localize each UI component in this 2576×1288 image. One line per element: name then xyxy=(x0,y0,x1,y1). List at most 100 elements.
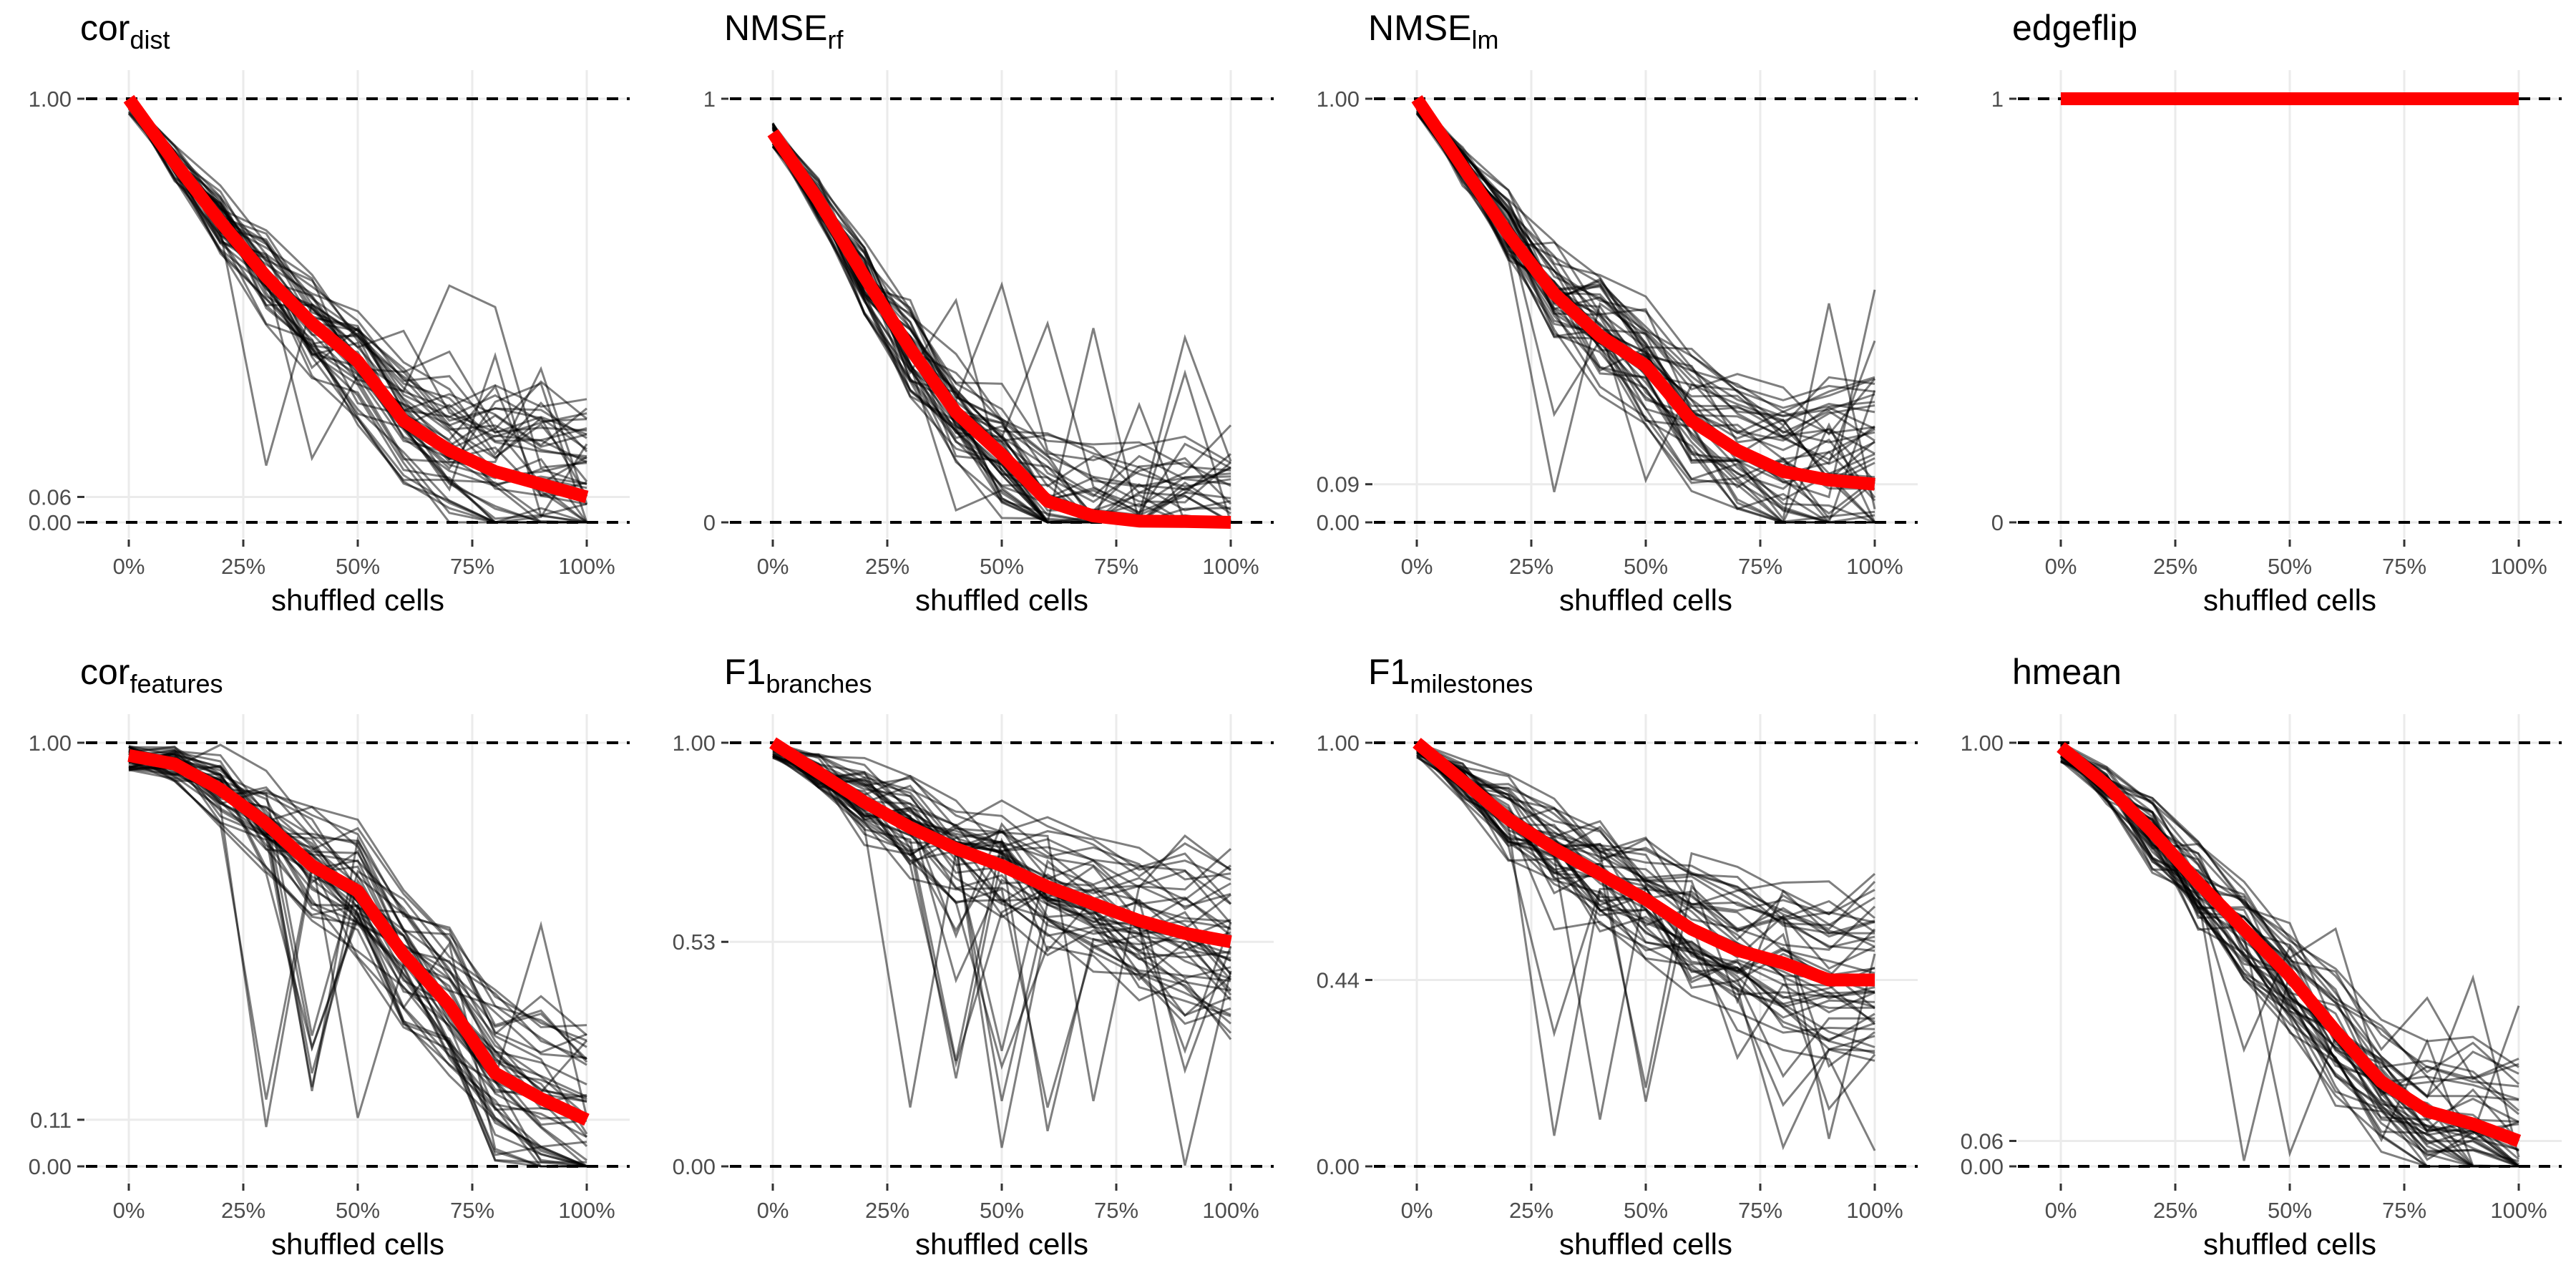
x-tick-label: 25% xyxy=(865,1198,909,1223)
individual-trace xyxy=(1416,746,1875,1102)
x-tick-label: 0% xyxy=(757,1198,789,1223)
individual-trace xyxy=(771,134,1231,524)
individual-trace xyxy=(771,745,1231,1108)
individual-trace xyxy=(2060,761,2520,1158)
panel-title: hmean xyxy=(2012,652,2122,692)
individual-trace xyxy=(771,138,1231,508)
x-axis-title: shuffled cells xyxy=(1559,583,1732,617)
x-tick-label: 0% xyxy=(113,1198,145,1223)
individual-trace xyxy=(1415,747,1875,1151)
x-tick-label: 50% xyxy=(980,1198,1024,1223)
individual-trace xyxy=(127,98,587,524)
x-tick-label: 75% xyxy=(2382,1198,2426,1223)
x-tick-label: 75% xyxy=(1738,554,1782,579)
individual-trace xyxy=(2059,744,2519,1168)
individual-trace xyxy=(1416,756,1875,919)
x-axis-title: shuffled cells xyxy=(2203,583,2376,617)
panel-4: 0.00 0.11 1.00 0% 25% 50% 75% 100% shuffled cell… xyxy=(29,652,630,1261)
x-axis-title: shuffled cells xyxy=(2203,1227,2376,1261)
y-tick-label: 1.00 xyxy=(29,731,72,756)
panel-7: 0.000.06 1.00 0% 25% 50% 75% 100% shuffled cell… xyxy=(1961,652,2562,1261)
x-axis-title: shuffled cells xyxy=(1559,1227,1732,1261)
panel-title: edgeflip xyxy=(2012,8,2137,48)
panel-title: cordist xyxy=(80,8,170,54)
x-tick-label: 25% xyxy=(865,554,909,579)
individual-trace xyxy=(128,759,587,1066)
x-tick-label: 100% xyxy=(1202,554,1259,579)
individual-trace xyxy=(1416,753,1875,1008)
y-tick-label: 1.00 xyxy=(1317,87,1360,112)
y-tick-label: 1 xyxy=(1991,87,2004,112)
x-tick-label: 0% xyxy=(2045,554,2077,579)
x-tick-label: 25% xyxy=(221,554,265,579)
panel-title: NMSElm xyxy=(1368,8,1498,54)
individual-trace xyxy=(2060,743,2519,1168)
mean-line xyxy=(767,129,1231,529)
individual-trace xyxy=(1415,98,1876,482)
x-tick-label: 100% xyxy=(1846,1198,1903,1223)
y-tick-label: 1.00 xyxy=(1961,731,2004,756)
x-tick-label: 75% xyxy=(450,554,494,579)
x-tick-label: 25% xyxy=(221,1198,265,1223)
panel-title: corfeatures xyxy=(80,652,223,698)
y-tick-label: 0.06 xyxy=(1961,1128,2004,1153)
y-tick-label: 0.00 xyxy=(29,1154,72,1179)
panel-3: 0 1 0% 25% 50% 75% 100% shuffled cells edgeflip xyxy=(1991,8,2562,617)
individual-trace xyxy=(771,137,1231,524)
x-tick-label: 0% xyxy=(2045,1198,2077,1223)
individual-trace xyxy=(2060,741,2519,1112)
x-tick-label: 100% xyxy=(1846,554,1903,579)
individual-trace xyxy=(1416,741,1876,931)
individual-trace xyxy=(1415,98,1875,444)
mean-line xyxy=(769,737,1232,949)
panel-title: F1branches xyxy=(724,652,872,698)
y-tick-label: 0.53 xyxy=(673,930,716,955)
x-axis-title: shuffled cells xyxy=(915,1227,1088,1261)
individual-trace xyxy=(1415,98,1876,499)
individual-trace xyxy=(1415,754,1875,1078)
y-tick-label: 0.00 xyxy=(29,510,72,535)
x-tick-label: 0% xyxy=(113,554,145,579)
individual-trace xyxy=(128,769,587,1168)
individual-trace xyxy=(771,128,1231,512)
y-tick-label: 0.09 xyxy=(1317,472,1360,497)
y-tick-label: 0.06 xyxy=(29,484,72,509)
x-tick-label: 100% xyxy=(558,554,615,579)
y-tick-label: 0.00 xyxy=(673,1154,716,1179)
x-tick-label: 50% xyxy=(980,554,1024,579)
x-tick-label: 0% xyxy=(757,554,789,579)
x-axis-title: shuffled cells xyxy=(271,583,444,617)
panel-title: NMSErf xyxy=(724,8,844,54)
x-tick-label: 25% xyxy=(2153,554,2197,579)
x-tick-label: 100% xyxy=(558,1198,615,1223)
x-tick-label: 75% xyxy=(450,1198,494,1223)
x-tick-label: 75% xyxy=(1094,554,1138,579)
x-tick-label: 25% xyxy=(1509,1198,1553,1223)
y-tick-label: 1.00 xyxy=(673,731,716,756)
x-tick-label: 100% xyxy=(2490,1198,2547,1223)
x-tick-label: 100% xyxy=(2490,554,2547,579)
mean-line xyxy=(127,748,590,1126)
y-tick-label: 0 xyxy=(1991,510,2004,535)
y-tick-label: 0.44 xyxy=(1317,968,1360,993)
panel-1: 0 1 0% 25% 50% 75% 100% shuffled cells NMSErf xyxy=(703,8,1274,617)
x-tick-label: 50% xyxy=(336,1198,380,1223)
mean-line xyxy=(1411,94,1875,491)
individual-trace xyxy=(1415,97,1875,409)
x-tick-label: 75% xyxy=(2382,554,2426,579)
x-tick-label: 0% xyxy=(1401,554,1433,579)
panel-0: 0.000.06 1.00 0% 25% 50% 75% 100% shuffled cell… xyxy=(29,8,630,617)
individual-trace xyxy=(1416,751,1876,951)
y-tick-label: 1 xyxy=(703,87,716,112)
panel-2: 0.00 0.09 1.00 0% 25% 50% 75% 100% shuffled cell… xyxy=(1317,8,1918,617)
y-tick-label: 0.00 xyxy=(1317,1154,1360,1179)
x-axis-title: shuffled cells xyxy=(915,583,1088,617)
individual-trace xyxy=(771,127,1231,491)
panel-5: 0.00 0.53 1.00 0% 25% 50% 75% 100% shuffled cell… xyxy=(673,652,1274,1261)
x-tick-label: 75% xyxy=(1738,1198,1782,1223)
x-tick-label: 50% xyxy=(1624,554,1668,579)
individual-trace xyxy=(2059,742,2519,1168)
individual-trace xyxy=(772,748,1231,905)
panel-title: F1milestones xyxy=(1368,652,1533,698)
y-tick-label: 0.00 xyxy=(1961,1154,2004,1179)
